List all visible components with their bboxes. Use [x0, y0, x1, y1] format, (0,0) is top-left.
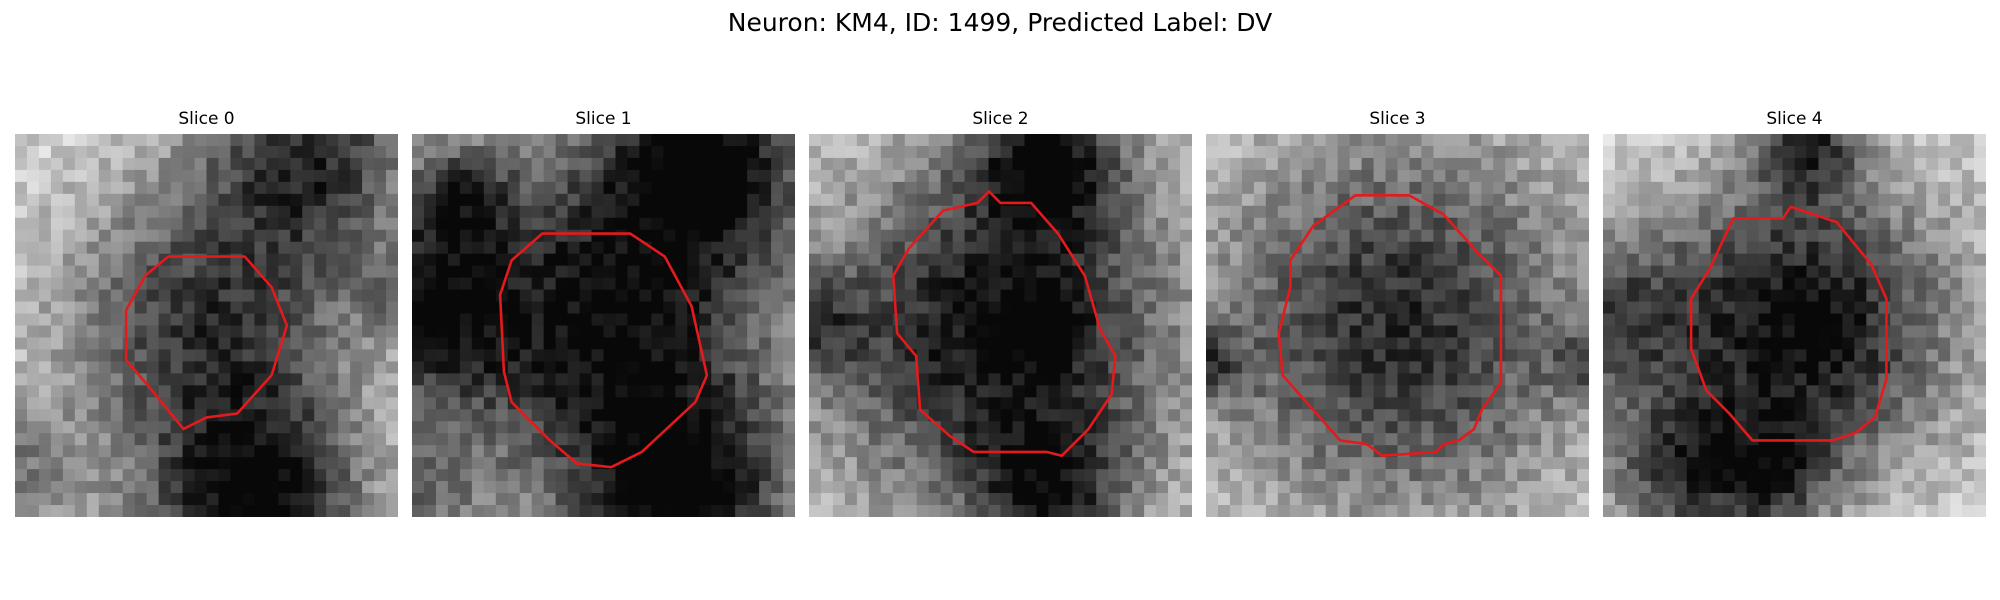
- slice-svg-0: [15, 134, 398, 517]
- slice-title-3: Slice 3: [1369, 109, 1426, 129]
- slice-image-4: [1603, 134, 1986, 517]
- slice-pixels-1: [412, 134, 795, 517]
- slice-title-0: Slice 0: [178, 109, 235, 129]
- slice-image-3: [1206, 134, 1589, 517]
- slice-pixels-0: [15, 134, 398, 517]
- figure-title: Neuron: KM4, ID: 1499, Predicted Label: …: [727, 8, 1273, 37]
- slice-pixels-2: [809, 134, 1192, 517]
- slice-pixels-3: [1206, 134, 1589, 517]
- slice-svg-4: [1603, 134, 1986, 517]
- slice-title-2: Slice 2: [972, 109, 1029, 129]
- neuron-contour-3: [1277, 193, 1503, 458]
- slice-svg-2: [809, 134, 1192, 517]
- neuron-contour-1: [498, 232, 709, 469]
- slice-svg-3: [1206, 134, 1589, 517]
- slice-image-2: [809, 134, 1192, 517]
- neuron-contour-4: [1689, 205, 1888, 442]
- neuron-contour-0: [124, 255, 289, 431]
- slice-pixels-4: [1603, 134, 1986, 517]
- slice-svg-1: [412, 134, 795, 517]
- slice-title-4: Slice 4: [1766, 109, 1823, 129]
- slice-title-1: Slice 1: [575, 109, 632, 129]
- slice-image-1: [412, 134, 795, 517]
- neuron-contour-2: [892, 190, 1117, 458]
- slice-image-0: [15, 134, 398, 517]
